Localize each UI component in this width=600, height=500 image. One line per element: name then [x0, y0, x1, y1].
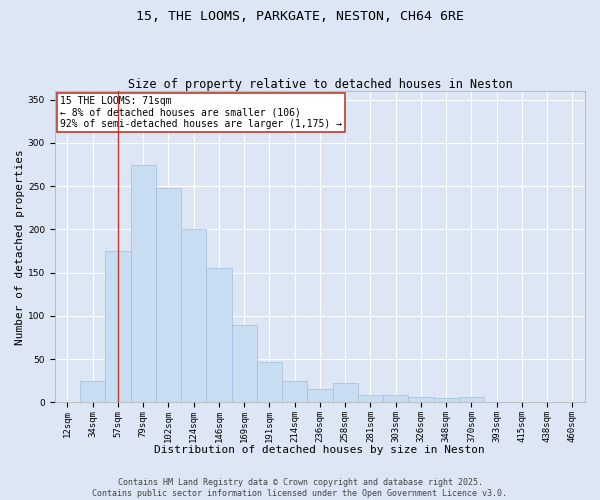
Y-axis label: Number of detached properties: Number of detached properties	[15, 149, 25, 344]
Bar	[383, 396, 408, 402]
Bar	[459, 397, 484, 402]
Bar	[282, 380, 307, 402]
Bar	[80, 380, 105, 402]
Bar	[257, 362, 282, 403]
Bar	[131, 164, 156, 402]
Bar	[181, 230, 206, 402]
Bar	[206, 268, 232, 402]
Text: 15 THE LOOMS: 71sqm
← 8% of detached houses are smaller (106)
92% of semi-detach: 15 THE LOOMS: 71sqm ← 8% of detached hou…	[60, 96, 342, 129]
Bar	[433, 398, 459, 402]
Bar	[332, 384, 358, 402]
Bar	[105, 251, 131, 402]
Text: 15, THE LOOMS, PARKGATE, NESTON, CH64 6RE: 15, THE LOOMS, PARKGATE, NESTON, CH64 6R…	[136, 10, 464, 23]
Bar	[307, 390, 332, 402]
X-axis label: Distribution of detached houses by size in Neston: Distribution of detached houses by size …	[155, 445, 485, 455]
Bar	[358, 396, 383, 402]
Bar	[408, 397, 433, 402]
Text: Contains HM Land Registry data © Crown copyright and database right 2025.
Contai: Contains HM Land Registry data © Crown c…	[92, 478, 508, 498]
Title: Size of property relative to detached houses in Neston: Size of property relative to detached ho…	[128, 78, 512, 91]
Bar	[156, 188, 181, 402]
Bar	[232, 324, 257, 402]
